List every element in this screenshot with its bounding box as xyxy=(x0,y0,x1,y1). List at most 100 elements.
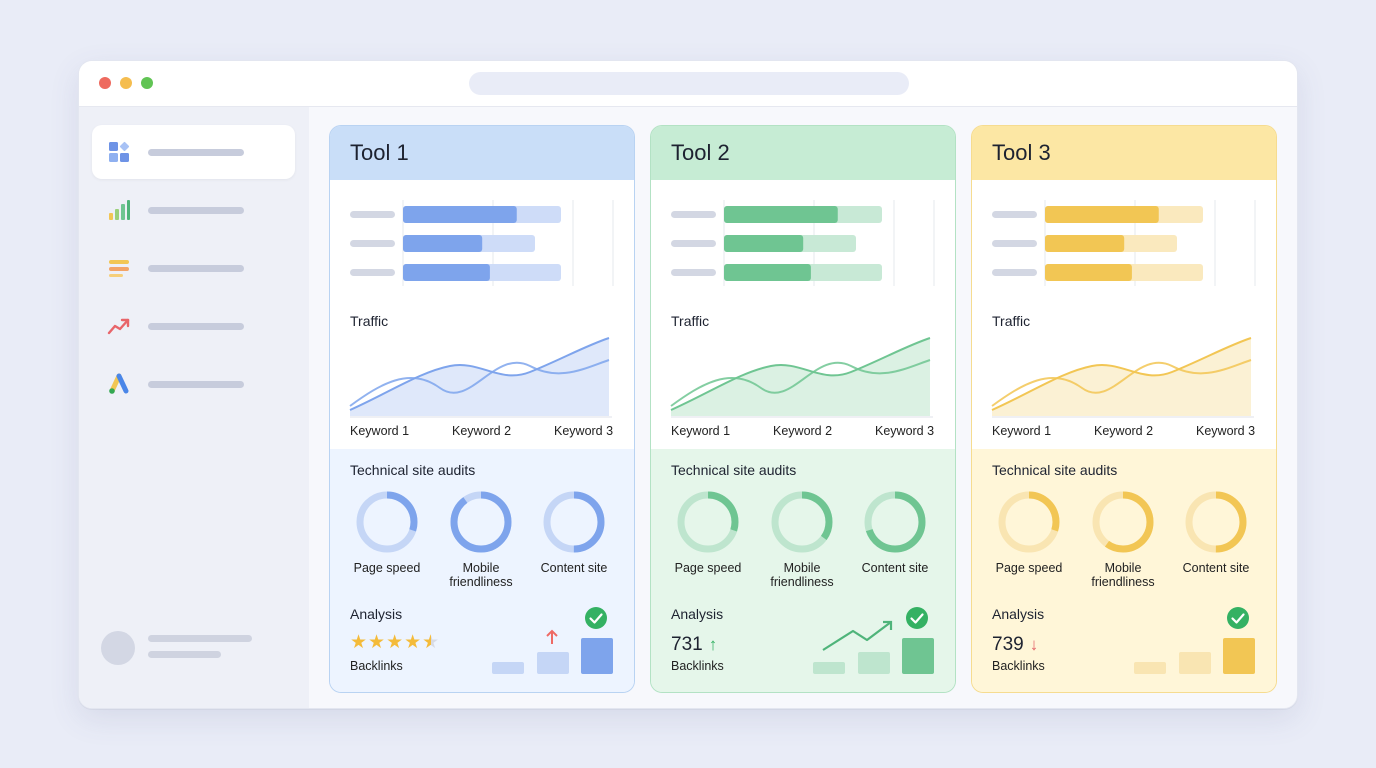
audit-label: Page speed xyxy=(995,561,1063,575)
audits-title: Technical site audits xyxy=(350,462,476,478)
audit-label: Mobile friendliness xyxy=(449,561,513,589)
audit-label: Mobile friendliness xyxy=(770,561,834,589)
avatar[interactable] xyxy=(101,631,135,665)
card-graphics xyxy=(991,200,1256,674)
maximize-window-button[interactable] xyxy=(141,77,153,89)
tool-card-3[interactable]: Tool 3 Traffic Keyword 1 Keyword 2 Keyword 3… xyxy=(971,125,1277,693)
keyword-label: Keyword 2 xyxy=(773,424,833,438)
bar-label-placeholder xyxy=(992,211,1037,218)
audit-ring-progress xyxy=(356,491,418,553)
traffic-area xyxy=(350,338,609,416)
minimize-window-button[interactable] xyxy=(120,77,132,89)
audit-ring-progress xyxy=(1185,491,1247,553)
sidebar-item-label xyxy=(148,149,244,156)
traffic-line-1 xyxy=(670,337,931,411)
audit-label: Content site xyxy=(861,561,929,575)
traffic-line-1 xyxy=(991,337,1252,411)
bar-label-placeholder xyxy=(992,240,1037,247)
card-header: Tool 3 xyxy=(972,126,1276,180)
backlinks-metric: 731 ↑ xyxy=(671,634,717,656)
trend-arrow-icon xyxy=(822,621,892,651)
bar-fill xyxy=(403,235,483,252)
card-graphics xyxy=(349,200,614,674)
bar-label-placeholder xyxy=(350,211,395,218)
traffic-title: Traffic xyxy=(992,313,1031,329)
close-window-button[interactable] xyxy=(99,77,111,89)
ads-logo-icon xyxy=(109,373,129,394)
bar-fill xyxy=(1045,264,1132,281)
keyword-label: Keyword 2 xyxy=(452,424,512,438)
sidebar xyxy=(79,107,309,708)
sidebar-item-label xyxy=(148,323,244,330)
trend-up-icon xyxy=(107,318,130,335)
audit-ring-progress xyxy=(771,491,833,553)
analysis-bar xyxy=(492,662,524,674)
tool-card-2[interactable]: Tool 2 Traffic Keyword 1 Keyword 2 Keyword 3… xyxy=(650,125,956,693)
traffic-title: Traffic xyxy=(350,313,389,329)
grid-icon xyxy=(109,141,130,162)
traffic-line-2 xyxy=(349,359,610,407)
bar-label-placeholder xyxy=(350,240,395,247)
arrow-up-icon: ↑ xyxy=(708,635,718,654)
analysis-bar xyxy=(537,652,569,674)
audit-ring-progress xyxy=(450,491,512,553)
traffic-title: Traffic xyxy=(671,313,710,329)
sidebar-item-label xyxy=(148,207,244,214)
check-icon xyxy=(585,607,607,629)
audit-ring-progress xyxy=(1092,491,1154,553)
browser-window: Tool 1 Traffic Keyword 1 Keyword 2 Keyword 3… xyxy=(78,60,1298,709)
rating-stars: ★★★★★ xyxy=(350,632,441,653)
keyword-label: Keyword 3 xyxy=(1196,424,1256,438)
sidebar-item-analytics[interactable] xyxy=(92,183,295,237)
address-bar[interactable] xyxy=(469,72,909,95)
audit-ring-progress xyxy=(864,491,926,553)
tool-title: Tool 2 xyxy=(671,140,730,165)
bar-label-placeholder xyxy=(671,269,716,276)
backlinks-label: Backlinks xyxy=(992,659,1045,673)
analysis-title: Analysis xyxy=(350,606,403,622)
bar-fill xyxy=(724,264,811,281)
bar-label-placeholder xyxy=(350,269,395,276)
audit-label: Page speed xyxy=(674,561,742,575)
audit-ring-progress xyxy=(998,491,1060,553)
audit-ring-progress xyxy=(543,491,605,553)
check-icon xyxy=(906,607,928,629)
bar-label-placeholder xyxy=(671,240,716,247)
tool-title: Tool 1 xyxy=(350,140,409,165)
traffic-area xyxy=(992,338,1251,416)
analysis-bar xyxy=(1179,652,1211,674)
sidebar-item-dashboard[interactable] xyxy=(92,125,295,179)
arrow-down-icon: ↓ xyxy=(1029,635,1039,654)
user-name-placeholder xyxy=(148,635,252,642)
audit-label: Content site xyxy=(540,561,608,575)
analysis-bar xyxy=(581,638,613,674)
traffic-area xyxy=(671,338,930,416)
backlinks-label: Backlinks xyxy=(350,659,403,673)
bar-fill xyxy=(403,206,517,223)
card-header: Tool 2 xyxy=(651,126,955,180)
audit-label: Content site xyxy=(1182,561,1250,575)
keyword-label: Keyword 1 xyxy=(671,424,731,438)
keyword-label: Keyword 3 xyxy=(554,424,614,438)
bar-fill xyxy=(1045,206,1159,223)
user-email-placeholder xyxy=(148,651,221,658)
audit-label: Mobile friendliness xyxy=(1091,561,1155,589)
card-header: Tool 1 xyxy=(330,126,634,180)
sidebar-item-trends[interactable] xyxy=(92,299,295,353)
backlinks-value: 731 xyxy=(671,634,703,655)
check-icon xyxy=(1227,607,1249,629)
tool-title: Tool 3 xyxy=(992,140,1051,165)
traffic-line-2 xyxy=(991,359,1252,407)
bar-fill xyxy=(1045,235,1125,252)
keyword-label: Keyword 1 xyxy=(350,424,410,438)
tool-card-1[interactable]: Tool 1 Traffic Keyword 1 Keyword 2 Keyword 3… xyxy=(329,125,635,693)
sidebar-item-reports[interactable] xyxy=(92,241,295,295)
sidebar-item-ads[interactable] xyxy=(92,357,295,411)
backlinks-label: Backlinks xyxy=(671,659,724,673)
bar-fill xyxy=(403,264,490,281)
title-bar xyxy=(79,61,1297,107)
keyword-label: Keyword 3 xyxy=(875,424,935,438)
analysis-title: Analysis xyxy=(992,606,1045,622)
audit-ring-progress xyxy=(677,491,739,553)
analysis-bar xyxy=(1134,662,1166,674)
